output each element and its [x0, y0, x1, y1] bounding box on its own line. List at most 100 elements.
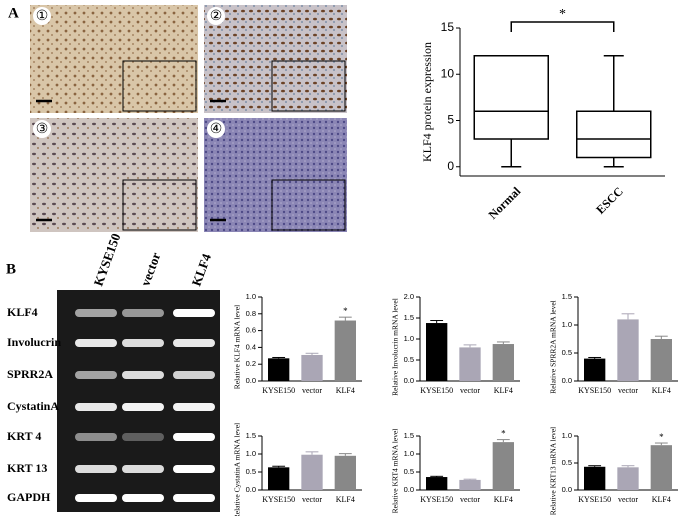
bar — [334, 455, 356, 490]
band — [75, 465, 117, 473]
y-tick-label: 0.5 — [246, 467, 256, 476]
band — [75, 494, 117, 502]
y-tick-label: 1.0 — [404, 449, 414, 458]
band — [122, 371, 164, 379]
x-tick-label: vector — [302, 495, 322, 504]
band — [173, 339, 215, 347]
significance: * — [501, 429, 506, 439]
inset — [122, 60, 197, 112]
badge-bg — [33, 7, 51, 25]
significance: * — [559, 7, 566, 22]
x-tick-label: KYSE150 — [262, 386, 295, 395]
bar — [268, 358, 290, 381]
gene-label: Involucrin — [7, 335, 61, 349]
x-tick-label: vector — [618, 386, 638, 395]
band — [75, 371, 117, 379]
y-axis-label: Relative CystatinA mRNA level — [233, 423, 242, 516]
y-tick-label: 0.5 — [562, 458, 572, 467]
bar — [650, 445, 672, 490]
badge-bg — [207, 7, 225, 25]
y-tick-label: 1.5 — [404, 313, 414, 322]
y-tick-label: 1.0 — [246, 292, 256, 301]
panel-label: B — [6, 261, 16, 277]
x-tick-label: KLF4 — [336, 386, 355, 395]
y-tick-label: 0.5 — [404, 355, 414, 364]
y-tick-label: 1.5 — [562, 292, 572, 301]
band — [122, 339, 164, 347]
y-tick-label: 1.0 — [404, 334, 414, 343]
y-tick-label: 5 — [447, 113, 454, 127]
x-tick-label: vector — [618, 495, 638, 504]
bar — [459, 479, 481, 490]
x-tick-label: KYSE150 — [262, 495, 295, 504]
bar — [650, 339, 672, 381]
bar — [301, 354, 323, 381]
image-number: ④ — [210, 122, 223, 137]
y-tick-label: 0.0 — [246, 376, 256, 385]
band — [75, 433, 117, 441]
lane-label: vector — [138, 250, 164, 288]
band — [173, 465, 215, 473]
y-tick-label: 0.2 — [246, 359, 256, 368]
y-tick-label: 1.0 — [246, 449, 256, 458]
inset — [122, 179, 197, 231]
y-axis-label: Relative Involucrin mRNA level — [391, 298, 400, 396]
bar — [459, 347, 481, 381]
panel-label: A — [8, 5, 19, 21]
x-tick-label: ESCC — [593, 184, 626, 217]
y-tick-label: 0.4 — [246, 342, 256, 351]
y-tick-label: 0 — [447, 159, 454, 173]
gene-label: KRT 4 — [7, 429, 41, 443]
band — [122, 433, 164, 441]
band — [75, 309, 117, 317]
micrographs: ① ② ③ ④ — [30, 5, 347, 232]
gel-bands — [75, 309, 215, 502]
x-tick-label: KYSE150 — [420, 386, 453, 395]
bar — [617, 319, 639, 381]
bar — [334, 320, 356, 381]
y-tick-label: 0.0 — [404, 485, 414, 494]
image-number: ③ — [36, 122, 49, 137]
bar — [301, 454, 323, 490]
bar — [584, 466, 606, 490]
x-tick-label: KLF4 — [336, 495, 355, 504]
x-tick-label: KYSE150 — [420, 495, 453, 504]
box — [576, 110, 652, 159]
y-tick-label: 0.6 — [246, 326, 256, 335]
band — [122, 309, 164, 317]
x-tick-label: vector — [302, 386, 322, 395]
gel — [57, 290, 220, 512]
y-tick-label: 2.0 — [404, 292, 414, 301]
significance: * — [659, 432, 664, 442]
y-axis-label: KLF4 protein expression — [420, 42, 434, 162]
y-tick-label: 1.5 — [404, 431, 414, 440]
band — [75, 403, 117, 411]
band — [173, 433, 215, 441]
badge-bg — [207, 120, 225, 138]
bar — [426, 323, 448, 381]
lane-label: KYSE150 — [91, 231, 124, 288]
y-axis-label: Relative SPRR2A mRNA level — [549, 300, 558, 394]
gene-label: KRT 13 — [7, 461, 47, 475]
y-tick-label: 0.5 — [562, 348, 572, 357]
image-number: ② — [210, 9, 223, 24]
bar — [492, 442, 514, 490]
bar — [426, 477, 448, 490]
y-axis-label: Relative KLF4 mRNA level — [233, 305, 242, 389]
y-tick-label: 0.0 — [404, 376, 414, 385]
inset — [271, 60, 346, 112]
significance: * — [343, 306, 348, 316]
y-axis-label: Relative KRT4 mRNA level — [391, 429, 400, 514]
band — [173, 494, 215, 502]
y-tick-label: 1.5 — [246, 431, 256, 440]
y-tick-label: 0.5 — [404, 467, 414, 476]
gene-label: KLF4 — [7, 305, 38, 319]
y-axis-label: Relative KRT13 mRNA level — [549, 427, 558, 516]
y-tick-label: 0.0 — [562, 376, 572, 385]
band — [122, 403, 164, 411]
box — [473, 55, 549, 140]
x-tick-label: KLF4 — [494, 495, 513, 504]
bar — [584, 358, 606, 381]
band — [173, 371, 215, 379]
